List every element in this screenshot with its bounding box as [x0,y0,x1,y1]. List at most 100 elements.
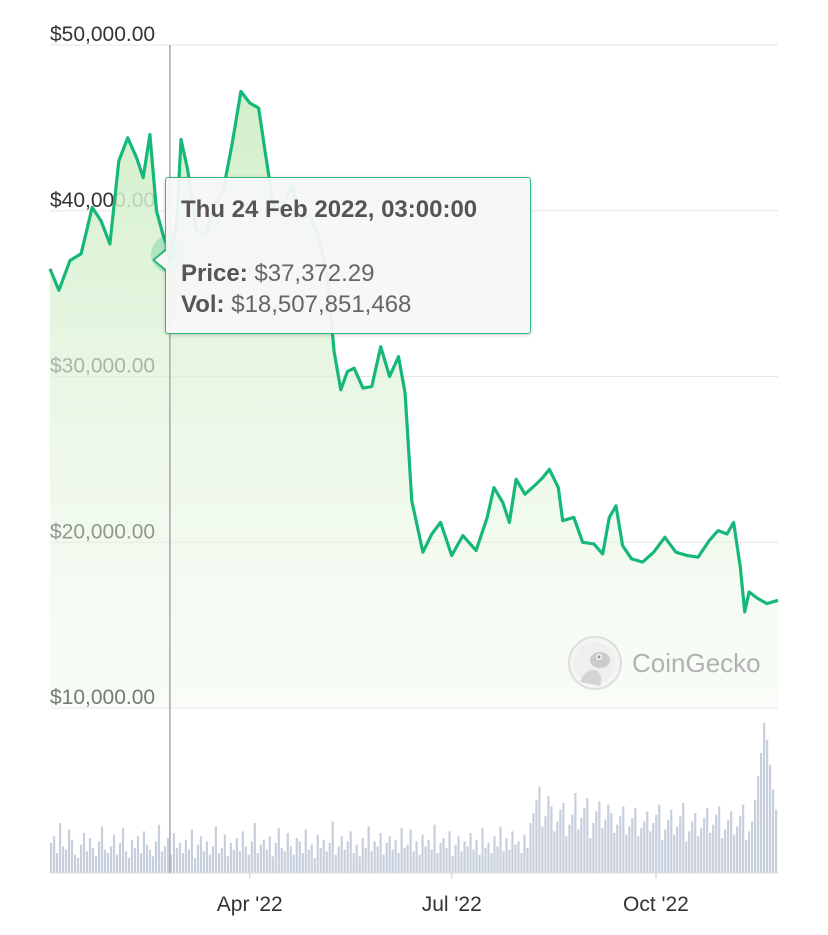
volume-bar [235,838,238,873]
volume-bar [172,833,176,873]
volume-bar [505,838,508,873]
volume-bar [118,843,122,873]
tooltip-vol-row: Vol: $18,507,851,468 [181,291,411,319]
volume-bar [154,841,158,873]
volume-bar [313,858,316,873]
volume-bar [559,809,562,873]
volume-bar [244,846,247,873]
volume-bar [193,858,196,873]
volume-bar [409,829,412,873]
volume-bar [760,753,763,873]
volume-bar [292,854,295,873]
volume-bar [61,846,65,873]
volume-bar [709,833,712,873]
tooltip-price-label: Price: [181,260,248,287]
volume-bar [187,849,191,873]
volume-bar [553,831,556,873]
y-tick-label: $50,000.00 [50,23,155,46]
volume-bar [547,796,550,873]
volume-bar [703,818,706,873]
volume-bar [343,849,346,873]
volume-bar [346,841,349,873]
volume-bar [379,833,382,873]
x-tick-label: Jul '22 [422,893,482,916]
volume-bar [139,853,143,873]
coingecko-watermark: CoinGecko [568,636,761,690]
volume-bar [277,828,280,873]
volume-bar [130,839,134,873]
volume-bar [232,849,235,873]
volume-bar [310,844,313,873]
volume-bar [622,806,625,873]
volume-bar [196,844,199,873]
volume-bar [280,848,283,873]
volume-bar [325,851,328,873]
volume-bar [574,793,577,873]
volume-bar [586,798,589,873]
volume-bar [124,851,128,873]
volume-bar [490,853,493,873]
volume-bar [601,828,604,873]
volume-bar [520,853,523,873]
volume-bar [79,844,83,873]
volume-bar [334,854,337,873]
volume-bar [514,844,517,873]
volume-bar [721,838,724,873]
volume-bar [241,831,244,873]
volume-bar [748,831,751,873]
tooltip-date: Thu 24 Feb 2022, 03:00:00 [181,196,478,223]
tooltip: Thu 24 Feb 2022, 03:00:00 Price: $37,372… [165,177,531,334]
volume-bar [655,814,658,873]
volume-bar [526,848,529,873]
volume-bar [742,804,745,873]
volume-bar [643,821,646,873]
volume-bar [199,836,202,873]
volume-bar [220,848,223,873]
volume-bar [616,824,619,873]
volume-bar [211,846,214,873]
volume-bar [754,799,757,873]
volume-bar [283,851,286,873]
volume-bar [646,811,649,873]
volume-bar [289,846,292,873]
volume-bar [247,854,250,873]
volume-bar [262,839,265,873]
volume-bar [472,849,475,873]
volume-bar [550,806,553,873]
volume-bar [412,851,415,873]
volume-bar [604,819,607,873]
volume-bar [136,836,140,873]
volume-bar [634,808,637,873]
volume-bar [493,836,496,873]
volume-bar [133,848,137,873]
volume-bar [364,848,367,873]
volume-bar [496,846,499,873]
volume-bar [418,854,421,873]
volume-bar [406,844,409,873]
volume-bar [76,858,80,873]
volume-bar [91,848,95,873]
volume-bar [481,828,484,873]
volume-bar [463,841,466,873]
volume-bar [739,816,742,873]
volume-bar [53,836,56,873]
volume-bar [82,833,86,873]
tooltip-vol-value: $18,507,851,468 [231,291,412,318]
volume-bar [328,843,331,873]
volume-bar [565,836,568,873]
volume-bar [607,804,610,873]
volume-bar [88,838,92,873]
tooltip-price-row: Price: $37,372.29 [181,260,375,288]
volume-bar [484,848,487,873]
volume-bar [457,836,460,873]
volume-bar [166,838,170,873]
volume-bar [595,811,598,873]
volume-bar [115,854,119,873]
volume-bar [571,814,574,873]
volume-bar [454,844,457,873]
volume-bar [400,828,403,873]
volume-bar [316,834,319,873]
volume-bar [148,849,152,873]
volume-bar [562,803,565,873]
